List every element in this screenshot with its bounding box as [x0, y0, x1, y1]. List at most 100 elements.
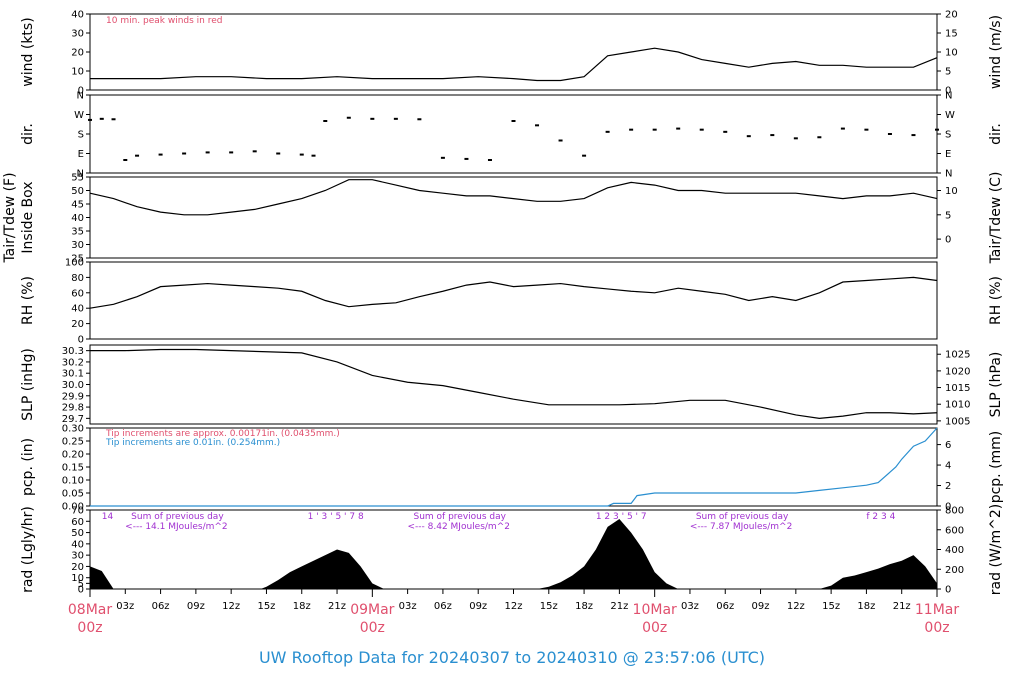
- data-point: [817, 136, 822, 139]
- data-point: [311, 154, 316, 157]
- daily-sum-value: <--- 14.1 MJoules/m^2: [125, 522, 227, 532]
- data-point: [158, 153, 163, 156]
- series-line: [90, 348, 938, 419]
- day-label: 08Mar: [68, 602, 112, 618]
- ytick-right-label: 800: [945, 506, 964, 517]
- ytick-label: N: [77, 169, 84, 180]
- sun-hour-marks: f 2 3 4: [866, 512, 895, 522]
- data-point: [558, 139, 563, 142]
- ylabel-right: pcp. (mm): [988, 431, 1004, 504]
- daily-sum-value: <--- 8.42 MJoules/m^2: [408, 522, 510, 532]
- ytick-label: 30.2: [62, 357, 84, 368]
- data-point: [135, 154, 140, 157]
- xtick-label: 21z: [893, 601, 911, 612]
- data-point: [276, 152, 281, 155]
- ytick-label: 40: [71, 304, 84, 315]
- panel-frame: [89, 94, 938, 174]
- data-point: [535, 124, 540, 127]
- data-point: [629, 128, 634, 131]
- data-point: [440, 156, 445, 159]
- data-point: [182, 152, 187, 155]
- ytick-right-label: 1020: [945, 366, 970, 377]
- data-point: [299, 153, 304, 156]
- ytick-label: 40: [71, 213, 84, 224]
- ylabel-outer: Tair/Tdew (F): [2, 172, 18, 263]
- xtick-label: 15z: [257, 601, 275, 612]
- ytick-label: 50: [71, 528, 84, 539]
- data-point: [887, 133, 892, 135]
- ytick-right-label: 400: [945, 545, 964, 556]
- ytick-right-label: 6: [945, 440, 951, 451]
- ytick-right-label: 1005: [945, 416, 970, 427]
- panel-annotation: 10 min. peak winds in red: [106, 16, 223, 26]
- data-point: [840, 127, 845, 130]
- ytick-label: 10: [71, 573, 84, 584]
- ylabel-right: Tair/Tdew (C): [988, 172, 1004, 265]
- panel-0: [86, 13, 941, 91]
- ylabel-left: SLP (inHg): [20, 348, 36, 421]
- ytick-label: 70: [71, 506, 84, 517]
- ytick-right-label: W: [945, 110, 955, 121]
- data-point: [205, 151, 210, 154]
- data-point: [464, 157, 469, 160]
- panel-frame: [89, 176, 938, 259]
- data-point: [487, 159, 492, 161]
- ytick-label: 25: [71, 254, 84, 265]
- ytick-label: 40: [71, 539, 84, 550]
- ytick-label: 60: [71, 288, 84, 299]
- ytick-label: 20: [71, 319, 84, 330]
- xtick-label: 21z: [610, 601, 628, 612]
- data-point: [346, 116, 351, 119]
- data-point: [935, 128, 939, 131]
- xtick-label: 03z: [681, 601, 699, 612]
- data-point: [723, 130, 728, 133]
- sun-hour-marks: 1 2 3 ' 5 ' 7: [596, 512, 647, 522]
- daily-sum-label: Sum of previous day: [414, 512, 507, 522]
- data-point: [770, 134, 775, 137]
- xtick-label: 06z: [716, 601, 734, 612]
- panel-frame: [89, 344, 938, 425]
- ytick-right-label: 20: [945, 10, 958, 21]
- ytick-label: 29.9: [62, 391, 84, 402]
- ytick-right-label: 5: [945, 67, 951, 78]
- ytick-right-label: 10: [945, 48, 958, 59]
- ytick-right-label: E: [945, 149, 951, 160]
- day-sublabel: 00z: [77, 620, 102, 636]
- ytick-label: S: [78, 130, 84, 141]
- data-point: [793, 137, 798, 140]
- xtick-label: 18z: [575, 601, 593, 612]
- data-point: [699, 128, 704, 131]
- data-point: [88, 118, 92, 121]
- ytick-right-label: 1010: [945, 400, 970, 411]
- panel-3: [86, 261, 938, 340]
- ytick-label: E: [78, 149, 84, 160]
- panel-1: [86, 94, 941, 174]
- day-label: 10Mar: [633, 602, 677, 618]
- ytick-label: W: [74, 110, 84, 121]
- ytick-right-label: 0: [945, 585, 951, 596]
- ytick-label: 0.00: [62, 502, 84, 513]
- ytick-right-label: 1015: [945, 383, 970, 394]
- ytick-label: 30.1: [62, 369, 84, 380]
- ylabel-right: rad (W/m^2): [988, 504, 1004, 595]
- sun-hour-marks: 14: [102, 512, 114, 522]
- ytick-right-label: 4: [945, 461, 951, 472]
- ylabel-left: dir.: [20, 123, 36, 145]
- ytick-label: 30: [71, 551, 84, 562]
- daily-sum-label: Sum of previous day: [696, 512, 789, 522]
- data-point: [229, 151, 234, 154]
- ytick-right-label: N: [945, 169, 952, 180]
- ytick-right-label: 5: [945, 210, 951, 221]
- ytick-label: 0: [78, 335, 84, 346]
- day-sublabel: 00z: [924, 620, 949, 636]
- ylabel-right: wind (m/s): [988, 15, 1004, 89]
- ylabel-left: rad (Lgly/hr): [20, 506, 36, 593]
- ylabel-right: RH (%): [988, 276, 1004, 325]
- ytick-label: 30: [71, 240, 84, 251]
- xtick-label: 12z: [787, 601, 805, 612]
- ytick-right-label: 1025: [945, 350, 970, 361]
- data-point: [393, 117, 398, 120]
- ytick-label: 0.20: [62, 450, 84, 461]
- ylabel-right: SLP (hPa): [988, 352, 1004, 418]
